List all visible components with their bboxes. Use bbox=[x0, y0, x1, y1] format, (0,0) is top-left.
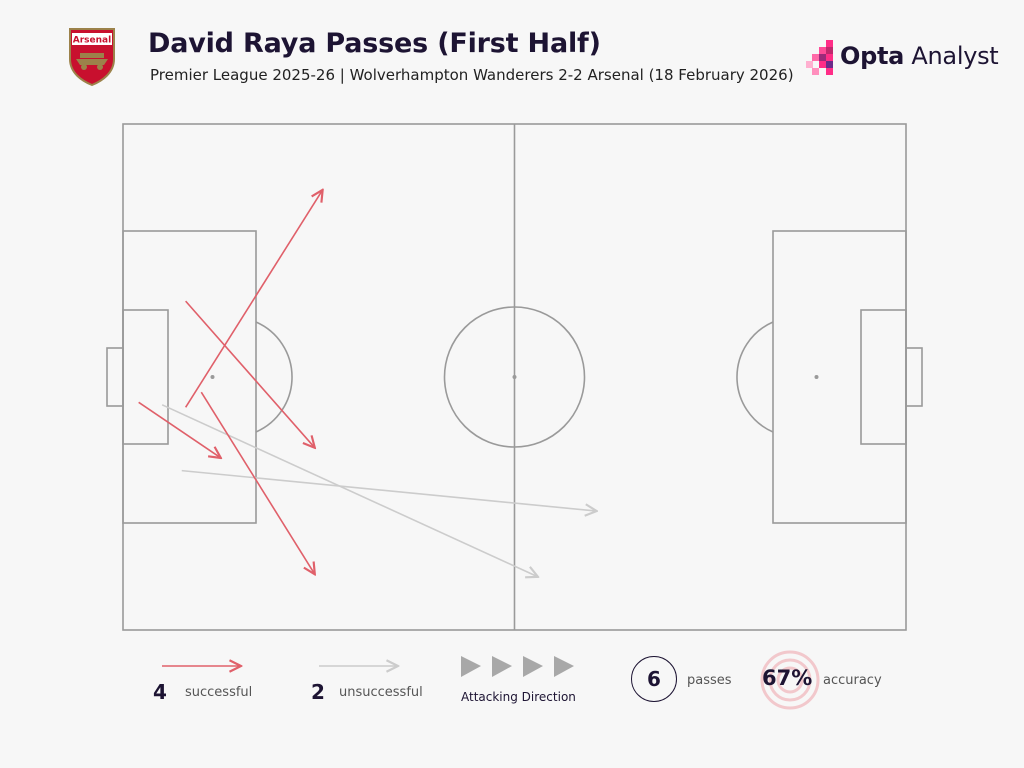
direction-triangle-icon bbox=[461, 656, 481, 677]
centre-circle bbox=[443, 306, 586, 448]
pass-arrow-successful bbox=[184, 190, 323, 408]
right-penalty-spot bbox=[814, 375, 819, 379]
brand-name: Opta Analyst bbox=[840, 42, 999, 70]
page-subtitle: Premier League 2025-26 | Wolverhampton W… bbox=[150, 66, 794, 84]
right-penalty-area bbox=[772, 230, 907, 524]
right-six-yard-box bbox=[860, 309, 907, 445]
centre-spot bbox=[512, 375, 517, 379]
right-penalty-arc bbox=[736, 321, 774, 433]
passes-count-badge: 6 bbox=[631, 656, 677, 702]
accuracy-value: 67% bbox=[762, 666, 813, 690]
accuracy-label: accuracy bbox=[823, 673, 882, 688]
left-penalty-spot bbox=[210, 375, 215, 379]
successful-count: 4 bbox=[153, 680, 167, 704]
arsenal-crest-icon: Arsenal bbox=[69, 28, 115, 87]
pass-arrow-successful bbox=[200, 391, 315, 574]
opta-logo-icon bbox=[806, 40, 833, 75]
crest-text: Arsenal bbox=[73, 36, 111, 46]
page-title: David Raya Passes (First Half) bbox=[148, 28, 601, 59]
unsuccessful-label: unsuccessful bbox=[339, 685, 423, 700]
right-goal bbox=[905, 347, 923, 407]
direction-triangle-icon bbox=[492, 656, 512, 677]
passes-label: passes bbox=[687, 673, 732, 688]
pass-arrow-successful bbox=[185, 300, 315, 448]
pass-arrow-unsuccessful bbox=[161, 404, 538, 577]
left-penalty-arc bbox=[255, 321, 293, 433]
pass-arrow-successful bbox=[138, 401, 221, 458]
pass-arrow-unsuccessful bbox=[181, 469, 597, 511]
passes-layer bbox=[138, 190, 597, 577]
unsuccessful-count: 2 bbox=[311, 680, 325, 704]
left-penalty-area bbox=[122, 230, 257, 524]
accuracy-rings-icon bbox=[760, 650, 820, 710]
successful-label: successful bbox=[185, 685, 253, 700]
brand-bold: Opta bbox=[840, 42, 905, 70]
direction-triangle-icon bbox=[523, 656, 543, 677]
direction-triangle-icon bbox=[554, 656, 574, 677]
passes-count: 6 bbox=[647, 667, 661, 691]
brand-light: Analyst bbox=[904, 42, 999, 70]
attacking-direction-label: Attacking Direction bbox=[461, 690, 576, 704]
left-goal bbox=[106, 347, 124, 407]
left-six-yard-box bbox=[122, 309, 169, 445]
